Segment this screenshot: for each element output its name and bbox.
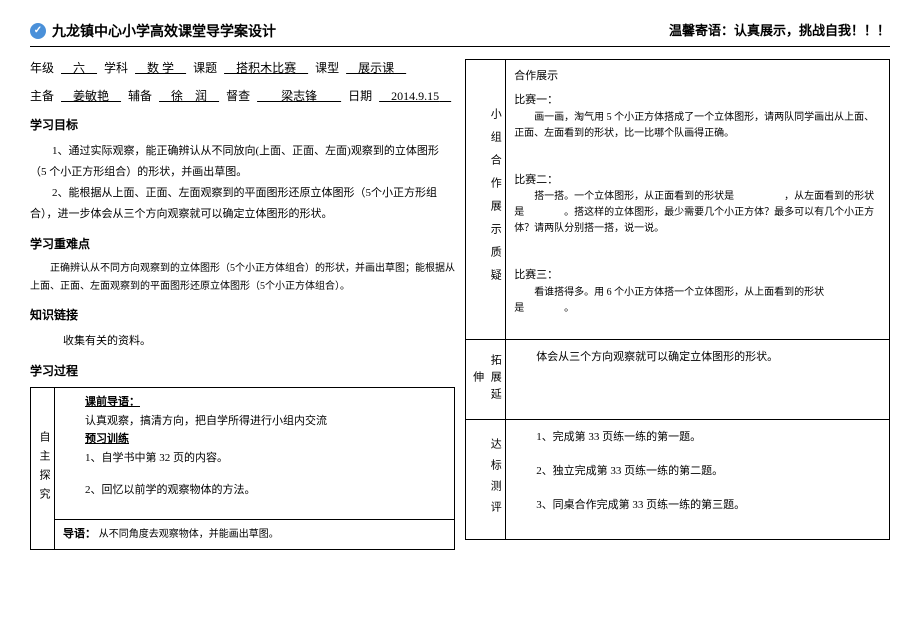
page-header: ✓ 九龙镇中心小学高效课堂导学案设计 温馨寄语：认真展示，挑战自我！！！ xyxy=(30,20,890,47)
topic-label: 课题 xyxy=(193,61,217,75)
main-value: 姜敏艳 xyxy=(57,89,125,103)
school-logo-icon: ✓ xyxy=(30,23,46,39)
ext-cell: 体会从三个方向观察就可以确定立体图形的形状。 xyxy=(506,340,890,420)
coop-vlabel: 小组合作展示质疑 xyxy=(466,60,506,340)
right-column: 小组合作展示质疑 合作展示 比赛一： 画一画，淘气用 5 个小正方体搭成了一个立… xyxy=(465,59,890,550)
left-column: 年级 六 学科 数 学 课题 搭积木比赛 课型 展示课 主备 姜敏艳 辅备 徐 … xyxy=(30,59,455,550)
process-table: 自主探究 课前导语： 认真观察，搞清方向，把自学所得进行小组内交流 预习训练 1… xyxy=(30,387,455,550)
eval-1: 1、完成第 33 页练一练的第一题。 xyxy=(514,428,881,448)
info-line-1: 年级 六 学科 数 学 课题 搭积木比赛 课型 展示课 xyxy=(30,59,455,78)
ext-text: 体会从三个方向观察就可以确定立体图形的形状。 xyxy=(514,348,881,368)
process-cell-1: 课前导语： 认真观察，搞清方向，把自学所得进行小组内交流 预习训练 1、自学书中… xyxy=(55,387,455,519)
pre-heading: 课前导语： xyxy=(63,394,446,412)
guide-text: 从不同角度去观察物体，并能画出草图。 xyxy=(99,529,279,540)
goal-1: 1、通过实际观察，能正确辨认从不同放向(上面、正面、左面)观察到的立体图形（5 … xyxy=(30,141,455,183)
header-left: ✓ 九龙镇中心小学高效课堂导学案设计 xyxy=(30,20,276,42)
date-value: 2014.9.15 xyxy=(375,89,455,103)
grade-label: 年级 xyxy=(30,61,54,75)
keypoints-heading: 学习重难点 xyxy=(30,235,455,254)
c3-heading: 比赛三： xyxy=(514,267,881,285)
c1-heading: 比赛一： xyxy=(514,92,881,110)
date-label: 日期 xyxy=(348,89,372,103)
c2-heading: 比赛二： xyxy=(514,172,881,190)
header-motto: 温馨寄语：认真展示，挑战自我！！！ xyxy=(669,21,890,42)
process-heading: 学习过程 xyxy=(30,362,455,381)
guide-label: 导语： xyxy=(63,528,96,540)
train-2: 2、回忆以前学的观察物体的方法。 xyxy=(63,481,446,501)
train-1: 1、自学书中第 32 页的内容。 xyxy=(63,449,446,469)
keypoints-text: 正确辨认从不同方向观察到的立体图形（5个小正方体组合）的形状，并画出草图；能根据… xyxy=(30,260,455,296)
assist-label: 辅备 xyxy=(128,89,152,103)
assist-value: 徐 润 xyxy=(155,89,223,103)
info-line-2: 主备 姜敏艳 辅备 徐 润 督查 梁志锋 日期 2014.9.15 xyxy=(30,87,455,106)
goals-heading: 学习目标 xyxy=(30,116,455,135)
c1-text: 画一画，淘气用 5 个小正方体搭成了一个立体图形，请两队同学画出从上面、正面、左… xyxy=(514,110,881,142)
goal-2: 2、能根据从上面、正面、左面观察到的平面图形还原立体图形（5个小正方形组合），进… xyxy=(30,183,455,225)
grade-value: 六 xyxy=(57,61,101,75)
page-title: 九龙镇中心小学高效课堂导学案设计 xyxy=(52,20,276,42)
c3-text: 看谁搭得多。用 6 个小正方体搭一个立体图形，从上面看到的形状是 。 xyxy=(514,285,881,317)
eval-cell: 1、完成第 33 页练一练的第一题。 2、独立完成第 33 页练一练的第二题。 … xyxy=(506,420,890,540)
link-heading: 知识链接 xyxy=(30,306,455,325)
process-vlabel: 自主探究 xyxy=(31,387,55,549)
subject-label: 学科 xyxy=(104,61,128,75)
eval-3: 3、同桌合作完成第 33 页练一练的第三题。 xyxy=(514,496,881,516)
right-table: 小组合作展示质疑 合作展示 比赛一： 画一画，淘气用 5 个小正方体搭成了一个立… xyxy=(465,59,890,540)
type-value: 展示课 xyxy=(342,61,410,75)
pre-text: 认真观察，搞清方向，把自学所得进行小组内交流 xyxy=(63,412,446,432)
topic-value: 搭积木比赛 xyxy=(220,61,312,75)
eval-2: 2、独立完成第 33 页练一练的第二题。 xyxy=(514,462,881,482)
check-label: 督查 xyxy=(226,89,250,103)
ext-vlabel: 拓展延伸 xyxy=(466,340,506,420)
coop-cell: 合作展示 比赛一： 画一画，淘气用 5 个小正方体搭成了一个立体图形，请两队同学… xyxy=(506,60,890,340)
process-cell-2: 导语： 从不同角度去观察物体，并能画出草图。 xyxy=(55,519,455,550)
subject-value: 数 学 xyxy=(131,61,190,75)
type-label: 课型 xyxy=(315,61,339,75)
main-content: 年级 六 学科 数 学 课题 搭积木比赛 课型 展示课 主备 姜敏艳 辅备 徐 … xyxy=(30,59,890,550)
eval-vlabel: 达标测评 xyxy=(466,420,506,540)
check-value: 梁志锋 xyxy=(253,89,345,103)
train-heading: 预习训练 xyxy=(63,431,446,449)
c2-text: 搭一搭。一个立体图形，从正面看到的形状是 ，从左面看到的形状是 。搭这样的立体图… xyxy=(514,189,881,237)
main-label: 主备 xyxy=(30,89,54,103)
coop-title: 合作展示 xyxy=(514,68,881,86)
link-text: 收集有关的资料。 xyxy=(30,331,455,352)
